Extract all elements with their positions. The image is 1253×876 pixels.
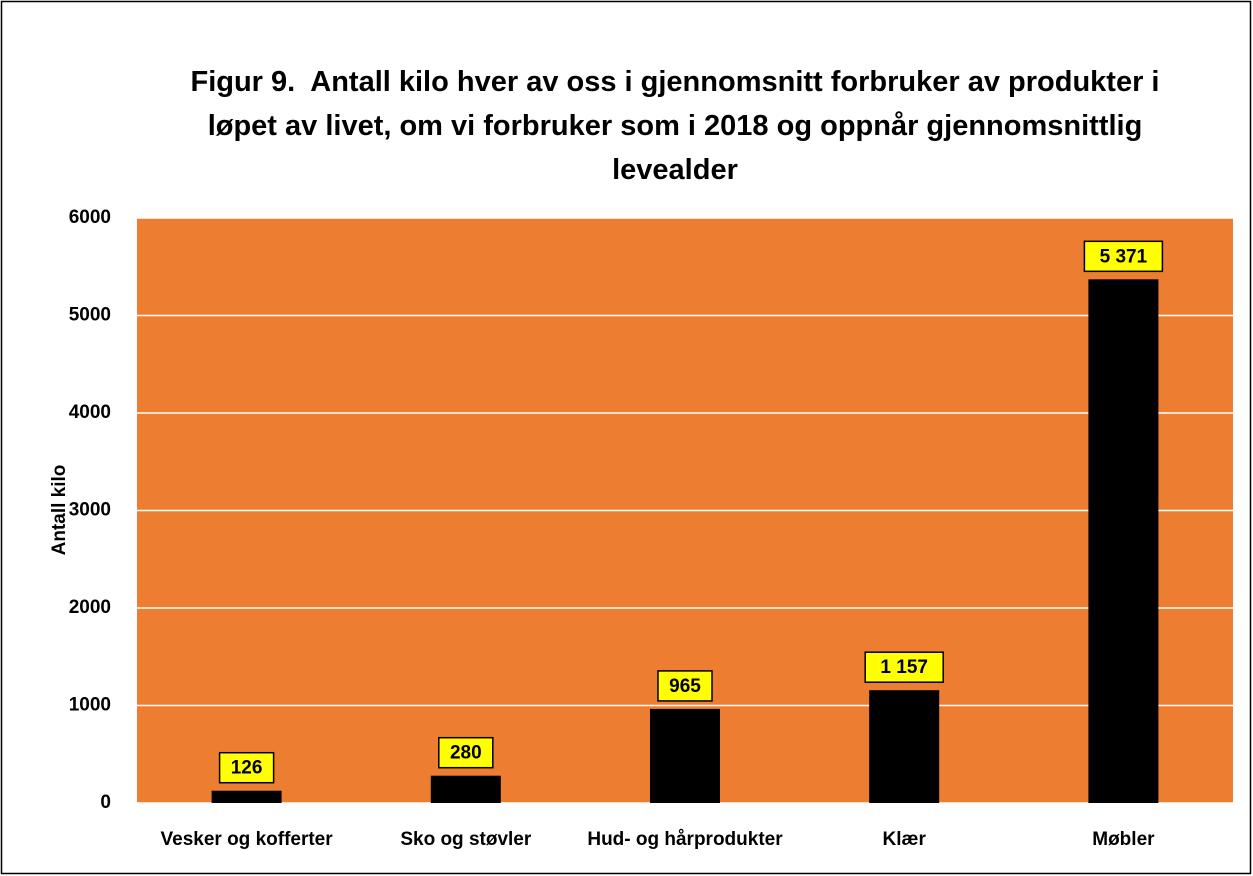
value-label-box [864, 651, 944, 683]
value-label-box [657, 670, 713, 702]
y-tick-label: 1000 [69, 695, 111, 716]
y-tick-label: 6000 [69, 207, 111, 228]
y-tick-label: 4000 [69, 402, 111, 423]
bar [430, 775, 501, 803]
x-tick-label: Vesker og kofferter [161, 829, 334, 850]
x-tick-label: Hud- og hårprodukter [587, 829, 783, 850]
x-tick-label: Klær [883, 829, 927, 850]
value-label: 280 [450, 743, 482, 764]
x-tick-label: Sko og støvler [400, 829, 532, 850]
value-label: 126 [231, 758, 263, 779]
y-tick-label: 5000 [69, 305, 111, 326]
value-label-box [218, 751, 275, 784]
bar [650, 708, 720, 803]
bar [869, 690, 940, 803]
value-label: 965 [669, 676, 701, 697]
bar [211, 790, 282, 803]
value-label-box [1083, 240, 1164, 273]
value-label-box [438, 736, 494, 769]
bar [1088, 279, 1159, 803]
value-label: 5 371 [1100, 246, 1148, 267]
y-tick-label: 2000 [69, 597, 111, 618]
y-tick-label: 0 [100, 792, 111, 813]
value-label: 1 157 [880, 657, 928, 678]
chart-title: Figur 9. Antall kilo hver av oss i gjenn… [190, 66, 1168, 186]
y-axis-label: Antall kilo [49, 465, 70, 556]
x-tick-label: Møbler [1092, 829, 1155, 850]
y-tick-label: 3000 [69, 500, 111, 521]
